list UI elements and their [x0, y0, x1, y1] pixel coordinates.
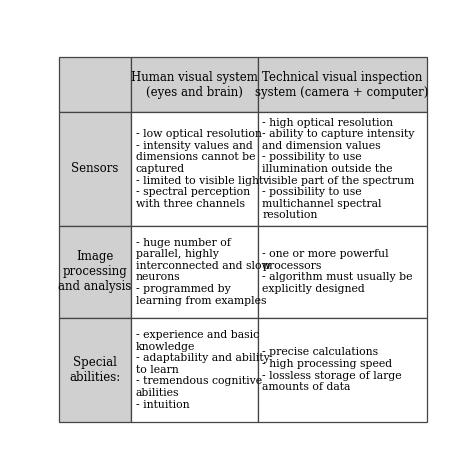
Bar [258, 226, 427, 318]
Text: Special
abilities:: Special abilities: [70, 356, 121, 384]
Text: - experience and basic
knowledge
- adaptability and ability
to learn
- tremendou: - experience and basic knowledge - adapt… [136, 330, 269, 410]
Bar [131, 226, 258, 318]
Text: - one or more powerful
processors
- algorithm must usually be
explicitly designe: - one or more powerful processors - algo… [263, 249, 413, 294]
Text: - low optical resolution
- intensity values and
dimensions cannot be
captured
- : - low optical resolution - intensity val… [136, 129, 263, 209]
Text: - huge number of
parallel, highly
interconnected and slow
neurons
- programmed b: - huge number of parallel, highly interc… [136, 237, 270, 306]
Bar [131, 57, 258, 112]
Text: - high optical resolution
- ability to capture intensity
and dimension values
- : - high optical resolution - ability to c… [263, 118, 415, 220]
Text: - precise calculations
- high processing speed
- lossless storage of large
amoun: - precise calculations - high processing… [263, 347, 402, 392]
Bar [59, 226, 131, 318]
Bar [131, 112, 258, 226]
Text: Technical visual inspection
system (camera + computer): Technical visual inspection system (came… [255, 71, 429, 99]
Bar [258, 112, 427, 226]
Bar [59, 318, 131, 422]
Bar [258, 57, 427, 112]
Bar [131, 318, 258, 422]
Text: Image
processing
and analysis: Image processing and analysis [58, 250, 132, 293]
Text: Human visual system
(eyes and brain): Human visual system (eyes and brain) [131, 71, 258, 99]
Text: Sensors: Sensors [72, 163, 119, 175]
Bar [59, 112, 131, 226]
Bar [59, 57, 131, 112]
Bar [258, 318, 427, 422]
